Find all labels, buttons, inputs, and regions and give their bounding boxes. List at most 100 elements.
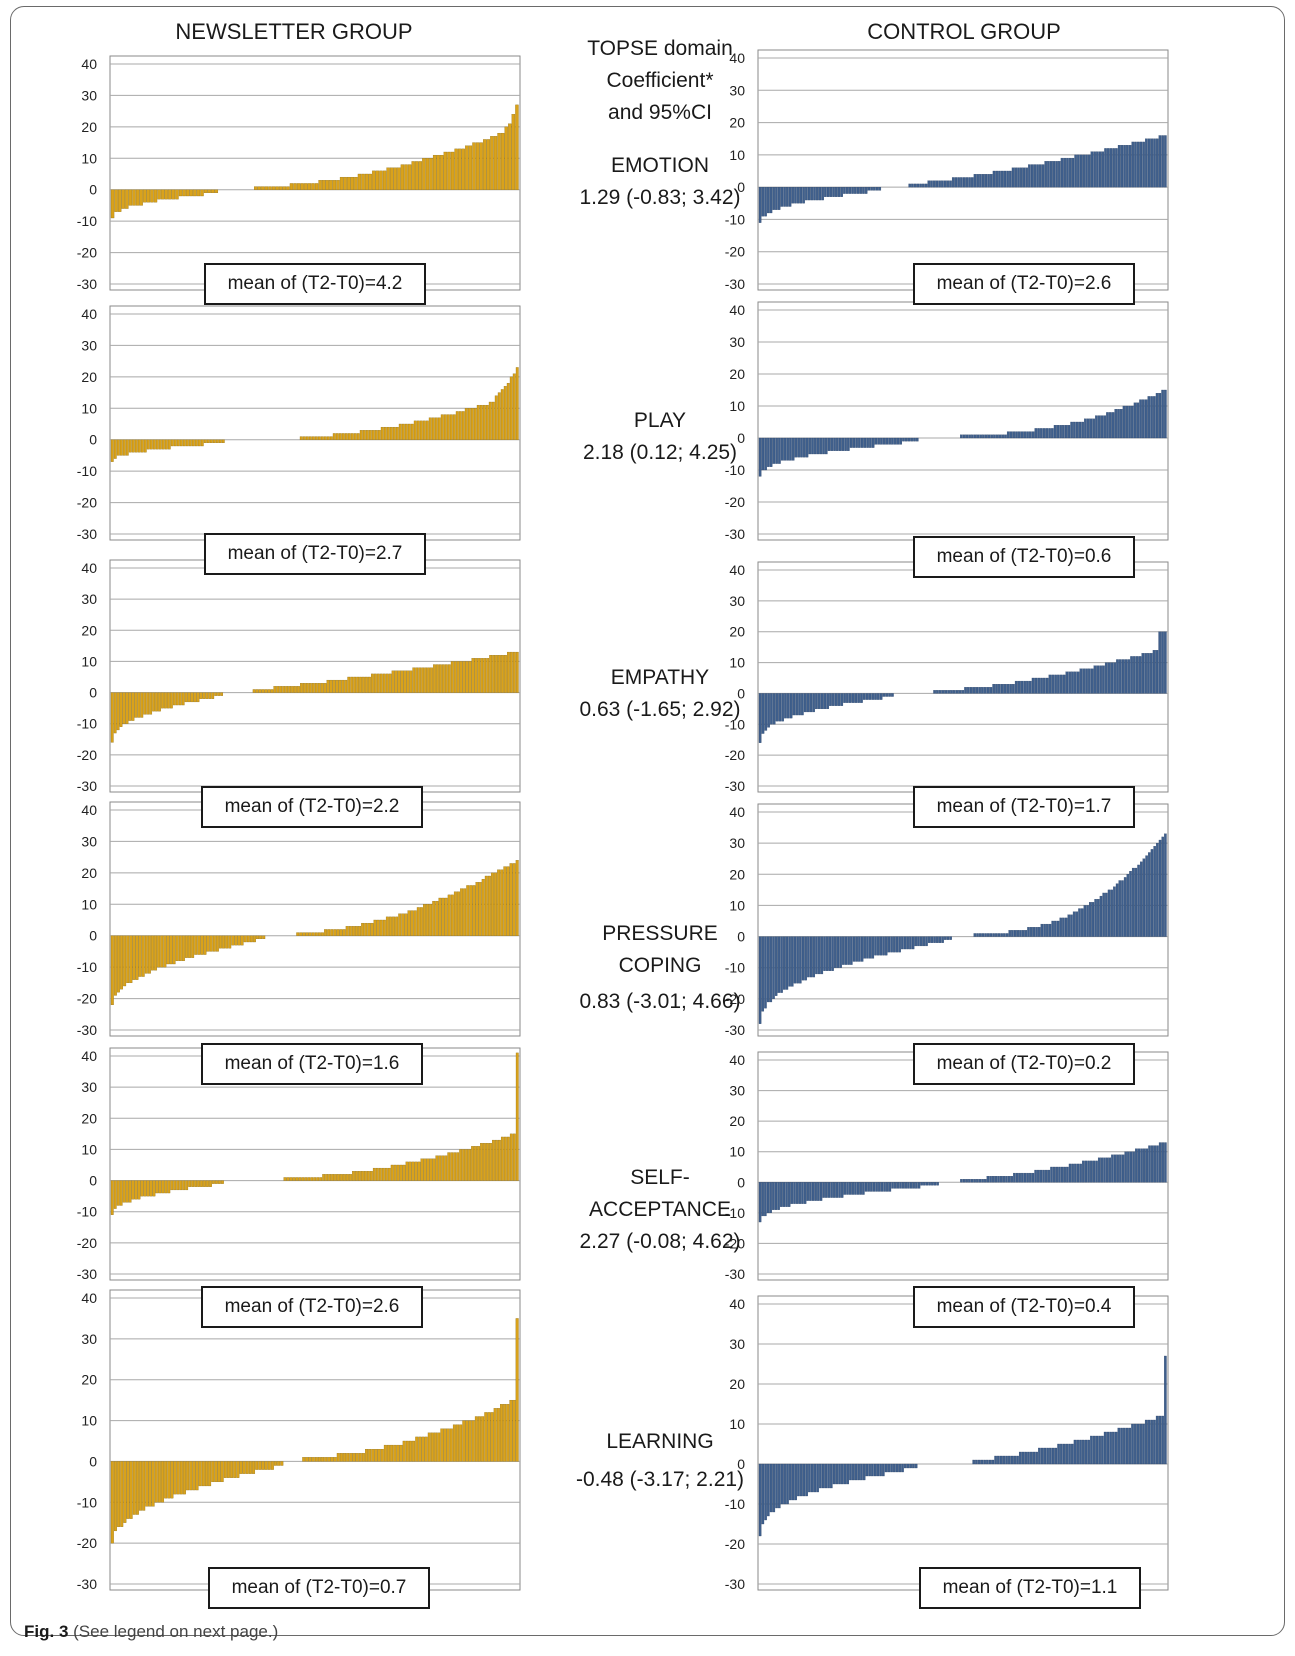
bar: [155, 692, 158, 712]
bar: [416, 420, 420, 440]
bar: [466, 885, 470, 936]
bar: [432, 154, 437, 190]
bar: [891, 693, 894, 697]
bar: [863, 936, 867, 959]
bar: [154, 1461, 158, 1503]
y-tick-label: -30: [725, 778, 745, 794]
bar: [369, 1171, 373, 1181]
bar: [975, 687, 979, 694]
bar: [1040, 1447, 1044, 1465]
bar: [515, 367, 519, 440]
bar: [512, 651, 516, 693]
bar: [932, 180, 936, 188]
bar: [1098, 151, 1102, 188]
bar: [325, 1174, 329, 1181]
bar: [449, 1428, 453, 1462]
y-tick-label: 40: [81, 1048, 97, 1064]
bar: [866, 936, 869, 959]
bar: [780, 186, 784, 207]
bar: [377, 1449, 381, 1462]
bar: [389, 916, 392, 936]
bar: [359, 430, 363, 440]
bar: [125, 1180, 129, 1203]
bar: [179, 1180, 183, 1191]
bar: [509, 1133, 513, 1181]
bar: [1034, 428, 1038, 439]
bar: [218, 439, 222, 444]
bar: [849, 1463, 852, 1481]
bar: [423, 904, 426, 936]
bar: [976, 174, 979, 188]
bar: [893, 1463, 896, 1473]
bar: [1082, 668, 1086, 694]
bar: [874, 437, 878, 445]
y-tick-label: 30: [729, 593, 745, 609]
bar: [1103, 1431, 1107, 1465]
bar: [913, 183, 917, 188]
bar: [1034, 1169, 1037, 1183]
bar: [901, 1463, 904, 1473]
bar: [767, 186, 770, 214]
bar: [1028, 164, 1031, 188]
bar: [391, 670, 395, 693]
bar: [854, 1463, 858, 1481]
bar: [867, 1182, 870, 1192]
bar: [408, 1161, 412, 1181]
bar: [447, 664, 451, 693]
y-tick-label: 30: [81, 591, 97, 607]
bar: [972, 687, 976, 694]
domain-name: COPING: [618, 954, 702, 977]
bar: [346, 1174, 349, 1181]
bar: [182, 439, 186, 447]
bar: [305, 932, 309, 936]
bar: [1108, 412, 1112, 439]
bar: [1023, 680, 1026, 694]
bar: [815, 186, 819, 201]
bar: [879, 1463, 882, 1477]
bar: [485, 404, 489, 440]
bar: [183, 1461, 186, 1495]
y-tick-label: -20: [725, 1235, 745, 1251]
bar: [1009, 431, 1013, 439]
bar: [128, 1180, 132, 1203]
bar: [792, 693, 796, 716]
bar: [764, 1182, 767, 1217]
bar: [379, 919, 383, 936]
bar: [1126, 145, 1129, 188]
bar: [839, 936, 842, 968]
bar: [429, 158, 433, 190]
bar: [1103, 415, 1106, 439]
bar: [862, 1463, 866, 1481]
bar: [1024, 1451, 1027, 1465]
bar: [798, 693, 801, 716]
bar: [846, 1463, 850, 1485]
bar: [836, 437, 839, 451]
newsletter-mean-box: mean of (T2-T0)=2.2: [201, 786, 423, 828]
bar: [1090, 668, 1094, 694]
bar: [352, 1453, 356, 1462]
bar: [1111, 1154, 1114, 1183]
bar: [248, 1461, 252, 1474]
bar: [1158, 1142, 1162, 1183]
bar: [204, 1461, 208, 1487]
bar: [1032, 927, 1036, 937]
bar: [914, 1463, 918, 1469]
bar: [901, 1182, 905, 1189]
bar: [914, 936, 918, 947]
bar: [903, 1463, 907, 1469]
bar: [483, 658, 487, 693]
bar: [402, 1440, 406, 1462]
bar: [981, 933, 985, 937]
bar: [110, 935, 114, 1006]
bar: [949, 936, 952, 940]
bar: [509, 863, 513, 936]
bar: [197, 1180, 200, 1187]
bar: [1090, 1160, 1093, 1183]
bar: [376, 919, 380, 936]
bar: [1150, 1145, 1154, 1183]
bar: [1077, 154, 1080, 188]
bar: [279, 186, 283, 190]
bar: [317, 932, 321, 936]
bar: [898, 936, 901, 953]
bar: [975, 1459, 978, 1465]
